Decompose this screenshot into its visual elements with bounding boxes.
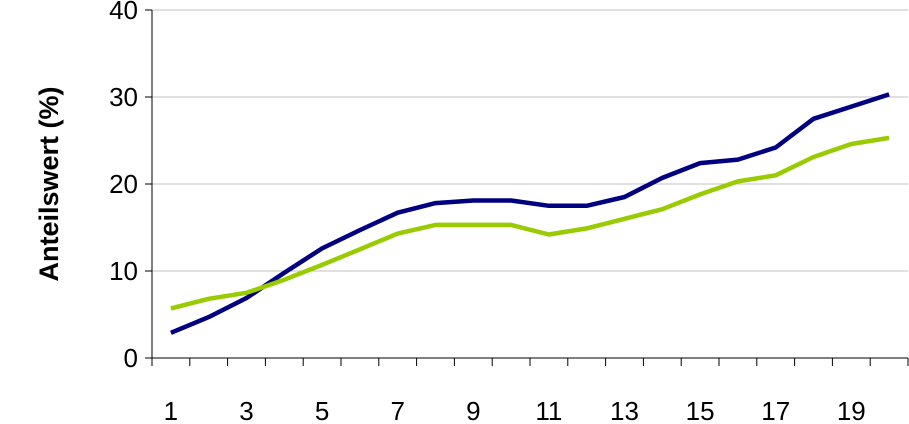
y-tick-label-20: 20	[109, 169, 138, 199]
x-tick-label-1: 1	[164, 396, 178, 424]
y-tick-label-0: 0	[124, 343, 138, 373]
x-tick-label-19: 19	[837, 396, 866, 424]
axes	[145, 9, 909, 366]
y-tick-label-30: 30	[109, 82, 138, 112]
y-tick-label-10: 10	[109, 256, 138, 286]
y-axis-title: Anteilswert (%)	[34, 86, 64, 281]
x-tick-label-9: 9	[466, 396, 480, 424]
series-lines	[170, 92, 890, 335]
x-tick-label-5: 5	[315, 396, 329, 424]
x-tick-label-3: 3	[239, 396, 253, 424]
series-line-2	[170, 135, 890, 311]
x-tick-label-15: 15	[686, 396, 715, 424]
gridlines	[152, 9, 908, 272]
x-tick-label-7: 7	[390, 396, 404, 424]
series-line-1	[170, 92, 890, 335]
y-tick-label-40: 40	[109, 0, 138, 25]
x-tick-label-13: 13	[610, 396, 639, 424]
x-tick-label-17: 17	[761, 396, 790, 424]
x-tick-label-11: 11	[535, 396, 562, 424]
